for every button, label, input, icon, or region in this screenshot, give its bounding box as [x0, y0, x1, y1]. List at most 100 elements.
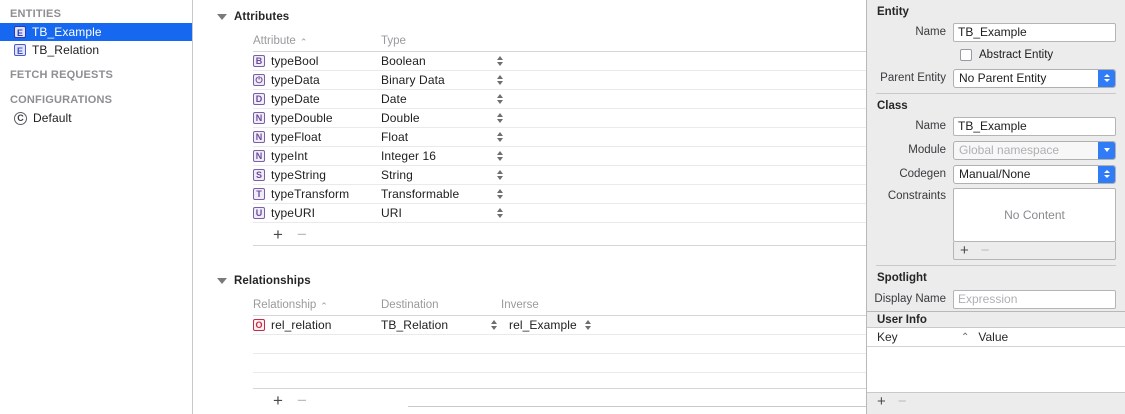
- entity-name-field[interactable]: TB_Example: [953, 22, 1116, 42]
- remove-constraint-button[interactable]: −: [980, 242, 990, 259]
- attributes-add-remove-bar: + −: [253, 223, 866, 245]
- configuration-icon: C: [14, 111, 27, 125]
- remove-attribute-button[interactable]: −: [296, 224, 307, 244]
- table-row[interactable]: U typeURI URI: [253, 204, 866, 223]
- attribute-name[interactable]: typeBool: [271, 54, 319, 68]
- entity-icon: E: [14, 44, 26, 56]
- table-row[interactable]: ⏻ typeData Binary Data: [253, 71, 866, 90]
- abstract-entity-checkbox[interactable]: [960, 49, 972, 61]
- remove-user-info-button[interactable]: −: [897, 393, 907, 410]
- user-info-add-remove-bar: + −: [867, 392, 1125, 410]
- constraints-add-remove-bar: + −: [953, 242, 1116, 260]
- table-row[interactable]: N typeDouble Double: [253, 109, 866, 128]
- attribute-name[interactable]: typeURI: [271, 206, 316, 220]
- table-row-empty[interactable]: [253, 335, 866, 354]
- class-codegen-label: Codegen: [899, 168, 946, 180]
- table-row[interactable]: O rel_relation TB_Relation rel_Example: [253, 316, 866, 335]
- attribute-type-stepper[interactable]: [494, 54, 505, 68]
- attribute-type: Transformable: [381, 187, 460, 201]
- table-row[interactable]: B typeBool Boolean: [253, 52, 866, 71]
- attribute-transformable-icon: T: [253, 188, 265, 200]
- relationship-inverse: rel_Example: [509, 318, 577, 332]
- constraints-list[interactable]: No Content: [953, 188, 1116, 242]
- attributes-section: Attributes Attribute ⌃ Type B typeBool: [193, 8, 866, 246]
- display-name-label: Display Name: [874, 293, 946, 305]
- section-divider: [876, 93, 1116, 94]
- sidebar-group-entities-title: ENTITIES: [10, 8, 62, 20]
- remove-relationship-button[interactable]: −: [296, 390, 307, 410]
- user-info-list[interactable]: [867, 347, 1125, 392]
- attribute-name[interactable]: typeString: [271, 168, 327, 182]
- sidebar-group-configurations-title: CONFIGURATIONS: [10, 94, 113, 106]
- class-codegen-popup[interactable]: Manual/None: [953, 164, 1116, 184]
- attributes-column-attribute[interactable]: Attribute ⌃: [253, 35, 308, 47]
- attributes-section-title: Attributes: [234, 11, 290, 23]
- user-info-value-column[interactable]: Value: [978, 330, 1009, 344]
- attribute-type: Integer 16: [381, 149, 437, 163]
- attribute-name[interactable]: typeDouble: [271, 111, 333, 125]
- table-row[interactable]: N typeFloat Float: [253, 128, 866, 147]
- attribute-type-stepper[interactable]: [494, 187, 505, 201]
- attribute-type-stepper[interactable]: [494, 73, 505, 87]
- attribute-type-stepper[interactable]: [494, 206, 505, 220]
- chevron-down-icon: [1098, 141, 1115, 159]
- table-row[interactable]: N typeInt Integer 16: [253, 147, 866, 166]
- relationship-name[interactable]: rel_relation: [271, 318, 332, 332]
- spotlight-section-header: Spotlight: [877, 272, 927, 284]
- relationships-column-destination[interactable]: Destination: [381, 299, 439, 311]
- sidebar-item-tb-relation[interactable]: E TB_Relation: [0, 41, 192, 59]
- table-row[interactable]: D typeDate Date: [253, 90, 866, 109]
- sidebar-item-tb-example[interactable]: E TB_Example: [0, 23, 192, 41]
- add-relationship-button[interactable]: +: [273, 390, 283, 410]
- data-model-inspector: Entity Name TB_Example Abstract Entity P…: [866, 0, 1125, 414]
- class-module-combobox[interactable]: Global namespace: [953, 140, 1116, 160]
- parent-entity-popup[interactable]: No Parent Entity: [953, 68, 1116, 88]
- relationship-inverse-stepper[interactable]: [582, 318, 593, 332]
- attribute-type-stepper[interactable]: [494, 168, 505, 182]
- entity-name-row: Name TB_Example: [867, 22, 1125, 42]
- attribute-name[interactable]: typeInt: [271, 149, 308, 163]
- class-module-row: Module Global namespace: [867, 140, 1125, 160]
- relationships-column-inverse[interactable]: Inverse: [501, 299, 539, 311]
- attribute-type-stepper[interactable]: [494, 149, 505, 163]
- relationships-add-remove-bar: + −: [253, 389, 866, 411]
- attribute-date-icon: D: [253, 93, 265, 105]
- sidebar-item-default-configuration[interactable]: C Default: [0, 109, 192, 127]
- table-row[interactable]: S typeString String: [253, 166, 866, 185]
- user-info-key-column[interactable]: Key: [877, 330, 898, 344]
- attribute-type-stepper[interactable]: [494, 111, 505, 125]
- editor-bottom-divider: [408, 406, 866, 407]
- attribute-string-icon: S: [253, 169, 265, 181]
- add-constraint-button[interactable]: +: [960, 242, 969, 259]
- attribute-type-stepper[interactable]: [494, 130, 505, 144]
- sidebar-item-label: TB_Example: [32, 25, 102, 39]
- attribute-type-stepper[interactable]: [494, 92, 505, 106]
- attributes-column-type[interactable]: Type: [381, 35, 406, 47]
- attribute-name[interactable]: typeTransform: [271, 187, 350, 201]
- parent-entity-value: No Parent Entity: [959, 70, 1047, 85]
- add-attribute-button[interactable]: +: [273, 224, 283, 244]
- attribute-number-icon: N: [253, 112, 265, 124]
- abstract-entity-label: Abstract Entity: [979, 49, 1054, 61]
- display-name-field[interactable]: Expression: [953, 289, 1116, 309]
- attribute-name[interactable]: typeFloat: [271, 130, 322, 144]
- attributes-disclosure[interactable]: Attributes: [193, 8, 866, 26]
- attribute-name[interactable]: typeData: [271, 73, 320, 87]
- table-row-empty[interactable]: [253, 354, 866, 373]
- relationship-icon: O: [253, 319, 265, 331]
- parent-entity-label: Parent Entity: [880, 72, 946, 84]
- class-name-field[interactable]: TB_Example: [953, 116, 1116, 136]
- attribute-type: Double: [381, 111, 420, 125]
- attribute-boolean-icon: B: [253, 55, 265, 67]
- relationships-column-relationship[interactable]: Relationship ⌃: [253, 299, 328, 311]
- sort-ascending-icon: ⌃: [961, 332, 970, 343]
- add-user-info-button[interactable]: +: [877, 393, 886, 410]
- attribute-name[interactable]: typeDate: [271, 92, 320, 106]
- relationship-destination-stepper[interactable]: [488, 318, 499, 332]
- relationships-disclosure[interactable]: Relationships: [193, 272, 866, 290]
- table-row[interactable]: T typeTransform Transformable: [253, 185, 866, 204]
- class-codegen-value: Manual/None: [959, 166, 1031, 181]
- class-name-label: Name: [915, 120, 946, 132]
- table-row-empty[interactable]: [253, 373, 866, 389]
- relationships-table: Relationship ⌃ Destination Inverse O rel…: [253, 294, 866, 411]
